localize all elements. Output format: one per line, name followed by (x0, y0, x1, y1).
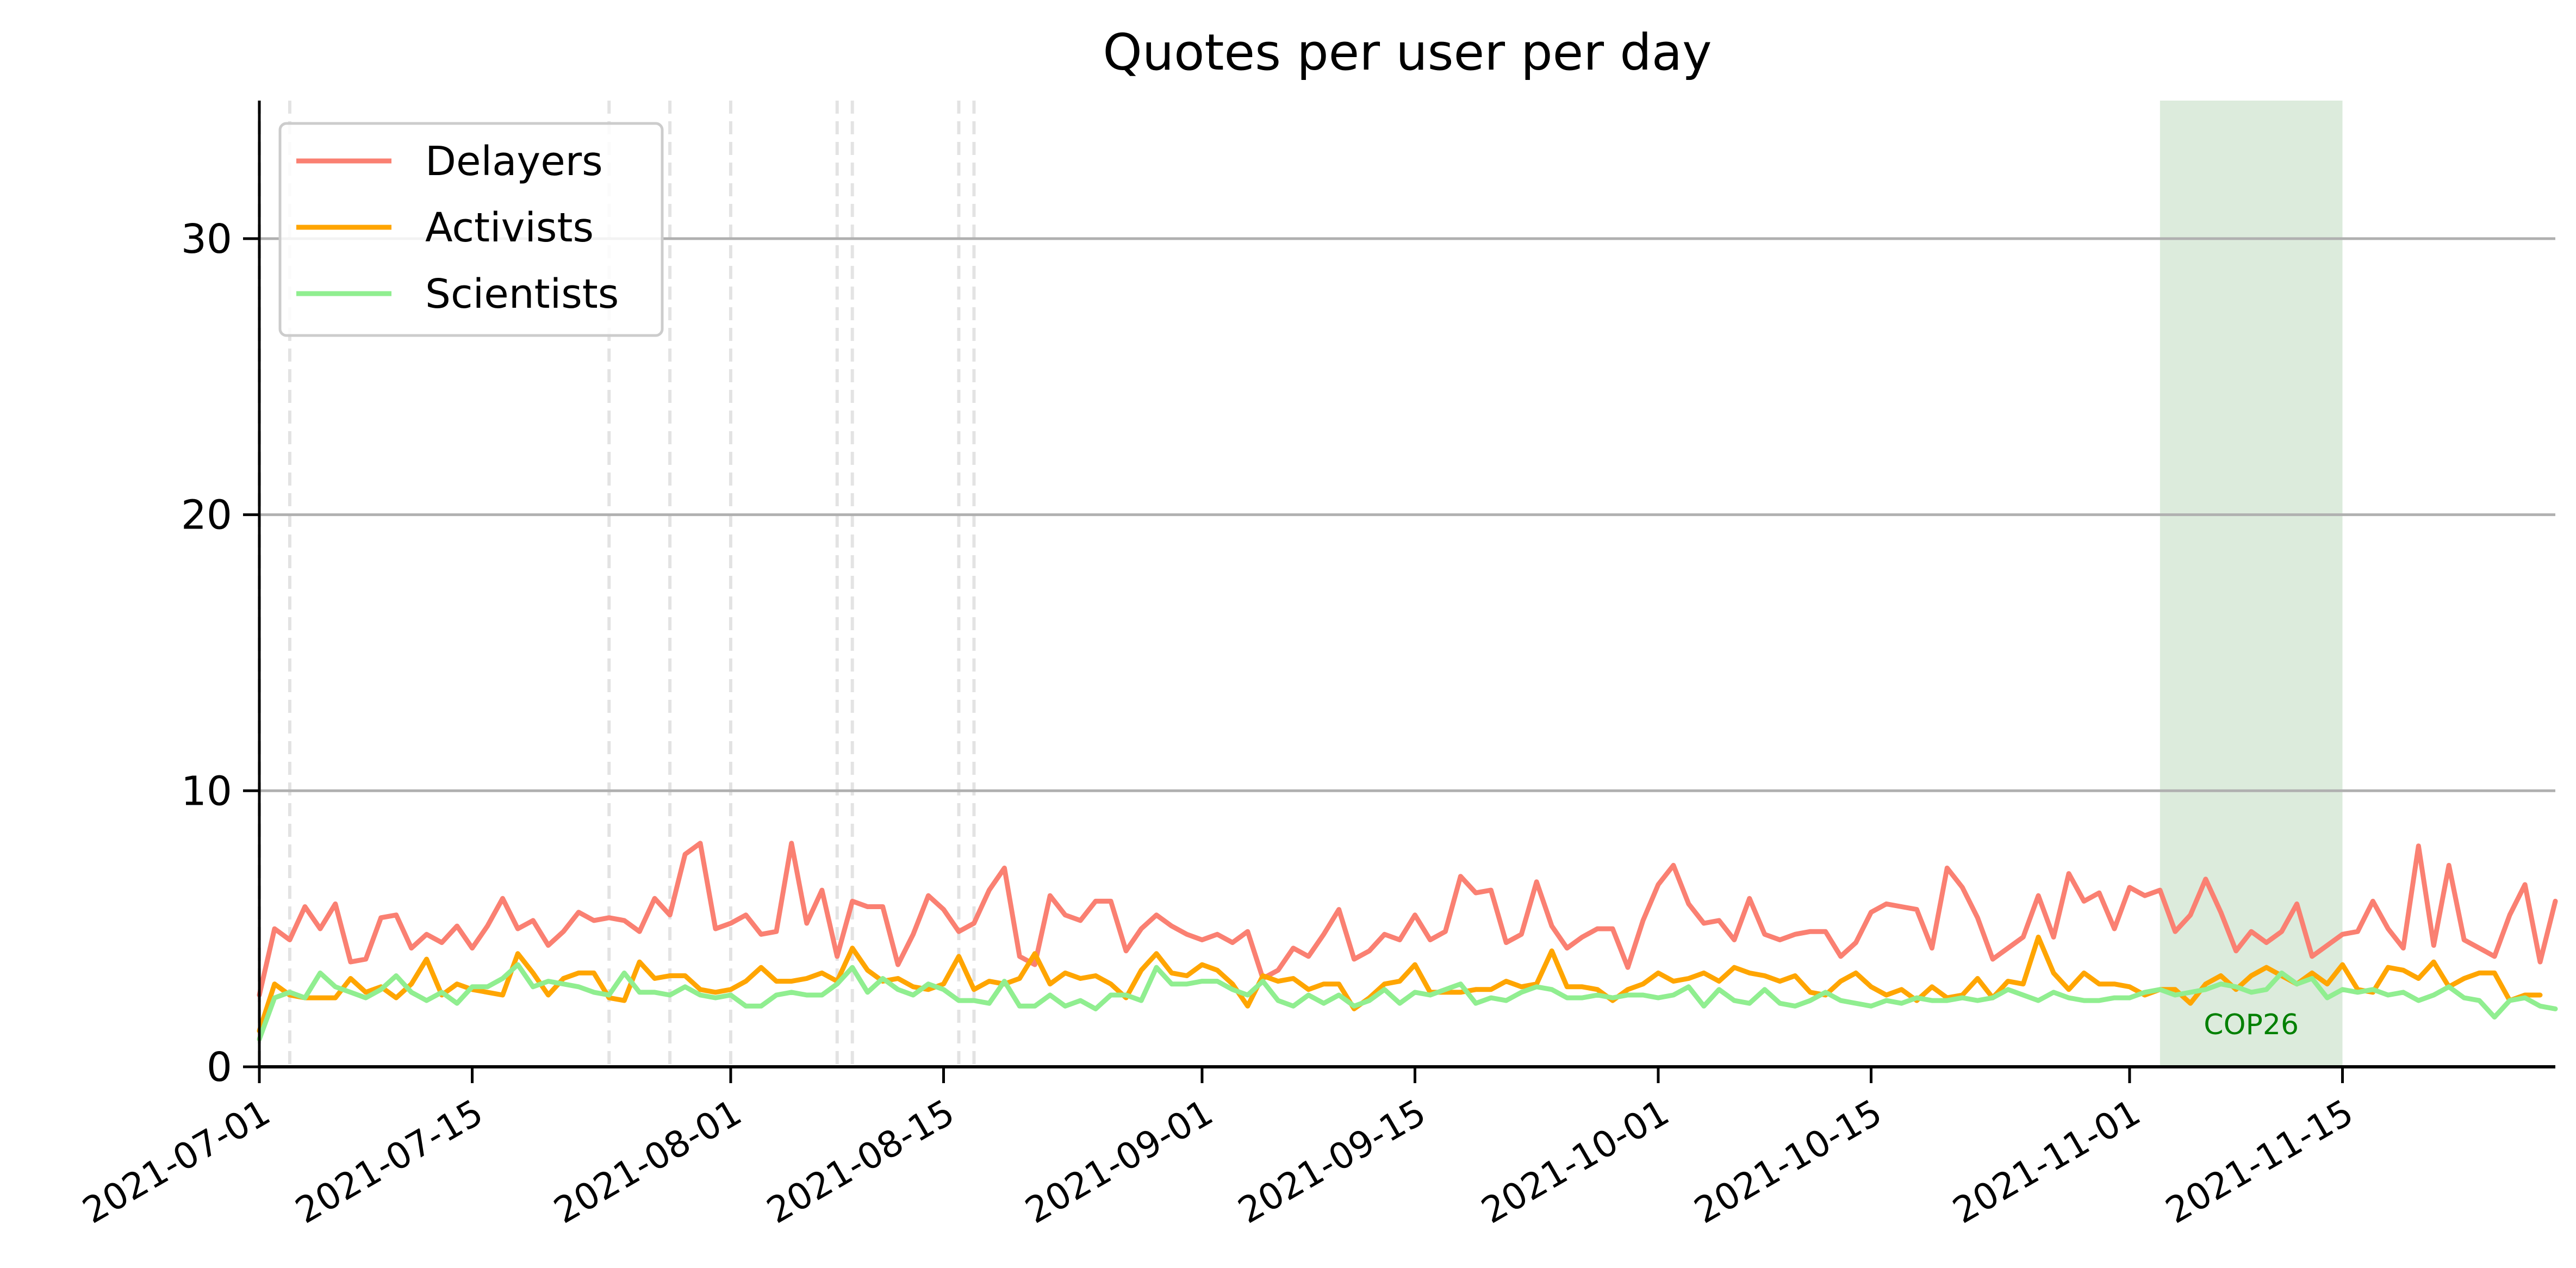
x-tick-label: 2021-08-15 (760, 1091, 962, 1232)
legend-box (278, 122, 664, 337)
x-tick-label: 2021-11-01 (1946, 1091, 2148, 1232)
legend-label-activists: Activists (425, 204, 594, 251)
chart-title: Quotes per user per day (1103, 23, 1712, 82)
x-tick-label: 2021-11-15 (2159, 1091, 2361, 1232)
x-tick-label: 2021-09-01 (1018, 1091, 1220, 1232)
y-tick-label: 20 (181, 492, 232, 539)
x-tick-label: 2021-08-01 (547, 1091, 749, 1232)
x-tick-label: 2021-07-15 (289, 1091, 490, 1232)
y-tick-label: 30 (181, 216, 232, 263)
series-line-delayers (257, 841, 2558, 998)
legend-label-scientists: Scientists (425, 271, 619, 318)
y-tick-label: 10 (181, 768, 232, 815)
x-tick-label: 2021-10-01 (1474, 1091, 1676, 1232)
cop26-label: COP26 (2204, 1009, 2299, 1041)
y-tick-label: 0 (207, 1044, 232, 1091)
cop26-highlight-span (2160, 101, 2343, 1067)
series-line-scientists (257, 962, 2558, 1042)
x-tick-label: 2021-07-01 (76, 1091, 277, 1232)
legend-label-delayers: Delayers (425, 138, 603, 185)
x-tick-label: 2021-10-15 (1688, 1091, 1889, 1232)
x-tick-label: 2021-09-15 (1231, 1091, 1433, 1232)
